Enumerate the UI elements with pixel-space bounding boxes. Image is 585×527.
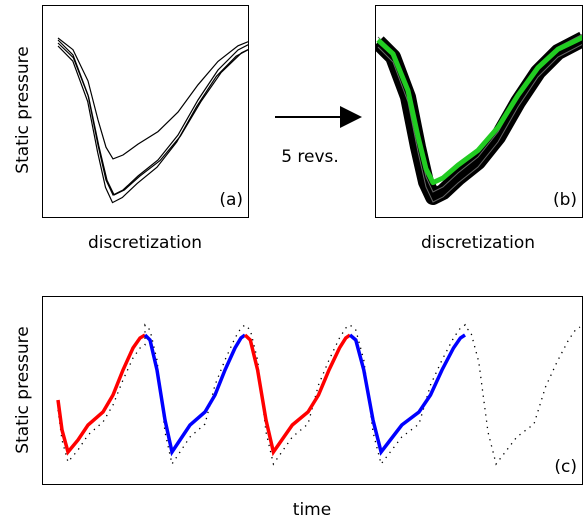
curve: [377, 43, 582, 203]
panel-c-curves: [56, 323, 581, 466]
panel-b-curves: [376, 31, 582, 205]
panel-tag: (b): [553, 190, 577, 210]
reference-curve: [57, 323, 581, 466]
curve: [57, 45, 248, 204]
x-axis-label: discretization: [88, 233, 202, 253]
panel-b-frame: [375, 5, 583, 218]
panel-c-frame: [42, 296, 583, 485]
curve: [56, 333, 146, 456]
arrow-label: 5 revs.: [281, 147, 339, 167]
y-axis-label: Static pressure: [13, 46, 33, 173]
panel-tag: (a): [219, 190, 243, 210]
curve: [243, 333, 352, 457]
panel-tag: (c): [554, 457, 577, 477]
curve: [57, 42, 248, 196]
x-axis-label: discretization: [421, 233, 535, 253]
mean-curve: [376, 34, 582, 186]
x-axis-label: time: [293, 500, 331, 520]
curve: [143, 333, 247, 457]
curve: [57, 37, 248, 160]
arrow-head: [340, 106, 362, 128]
curve: [348, 333, 466, 456]
panel-a-curves: [57, 37, 248, 204]
y-axis-label: Static pressure: [13, 326, 33, 453]
panel-a-frame: [42, 5, 249, 218]
